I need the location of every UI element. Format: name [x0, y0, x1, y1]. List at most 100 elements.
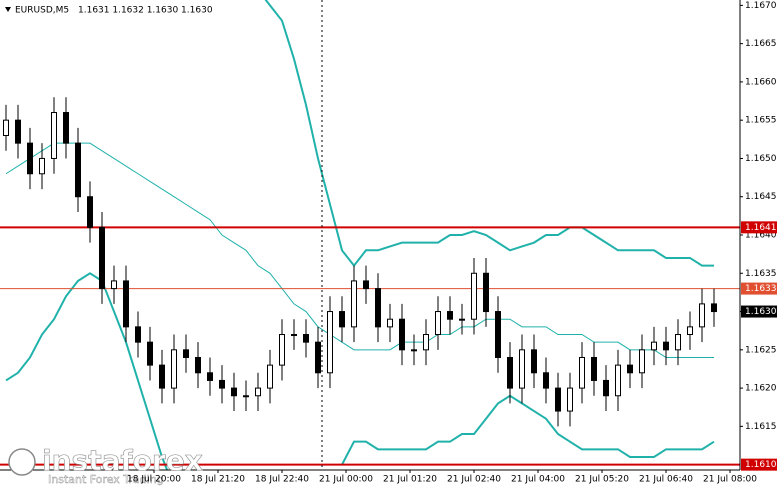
x-tick-label: 18 Jul 21:20	[191, 475, 245, 485]
candle-body	[459, 318, 465, 321]
candle-body	[591, 356, 597, 381]
candle-body	[171, 349, 177, 389]
candle-body	[147, 341, 153, 366]
candle-body	[699, 303, 705, 328]
candle-body	[195, 356, 201, 374]
candle-body	[495, 311, 501, 358]
candle-body	[351, 280, 357, 328]
level-label: 1.1641	[745, 223, 777, 233]
candle-body	[303, 334, 309, 343]
level-label-box	[741, 221, 777, 234]
symbol-arrow	[5, 7, 11, 12]
watermark-logo	[8, 448, 36, 476]
y-tick-label: 1.1625	[745, 345, 777, 355]
level-label-box	[741, 282, 777, 295]
candle-body	[675, 334, 681, 351]
y-tick-label: 1.1670	[745, 1, 777, 11]
candle-body	[339, 311, 345, 328]
candle-body	[123, 280, 129, 328]
candle-body	[375, 288, 381, 328]
level-label: 1.1633	[745, 284, 777, 294]
band-line	[5, 272, 715, 470]
candle-body	[615, 364, 621, 397]
watermark: instaforex Instant Forex Trading	[8, 444, 203, 486]
candle-body	[387, 318, 393, 328]
candle-body	[231, 387, 237, 397]
candle-body	[255, 387, 261, 397]
candle-body	[663, 341, 669, 351]
candle-body	[63, 112, 69, 144]
y-tick-label: 1.1650	[745, 154, 777, 164]
candle-body	[471, 272, 477, 320]
x-tick-label: 21 Jul 04:00	[511, 475, 565, 485]
candle-body	[531, 349, 537, 374]
price-label: 1.1630	[745, 307, 777, 317]
candle-body	[51, 112, 57, 159]
x-tick-label: 18 Jul 20:00	[127, 475, 181, 485]
candle-body	[555, 387, 561, 412]
candle-body	[639, 349, 645, 374]
level-label: 1.1610	[745, 460, 777, 470]
x-tick-label: 21 Jul 00:00	[319, 475, 373, 485]
x-tick-label: 21 Jul 08:00	[703, 475, 757, 485]
band-line	[5, 142, 714, 358]
ohlc-label: 1.1631 1.1632 1.1630 1.1630	[78, 6, 213, 16]
band-line	[264, 0, 714, 268]
candle-body	[99, 226, 105, 290]
candle-body	[291, 334, 297, 337]
candle-body	[711, 303, 717, 313]
candle-body	[687, 326, 693, 336]
candle-body	[603, 379, 609, 397]
y-tick-label: 1.1640	[745, 231, 777, 241]
candle-body	[135, 326, 141, 343]
candle-body	[315, 341, 321, 374]
candle-body	[159, 364, 165, 389]
y-tick-label: 1.1620	[745, 384, 777, 394]
candle-body	[15, 119, 21, 144]
y-tick-label: 1.1645	[745, 192, 777, 202]
x-tick-label: 21 Jul 05:20	[575, 475, 629, 485]
candle-body	[651, 341, 657, 351]
candle-body	[507, 356, 513, 389]
candle-body	[75, 142, 81, 198]
y-tick-label: 1.1635	[745, 269, 777, 279]
candle-body	[243, 395, 249, 398]
candle-body	[411, 349, 417, 352]
y-tick-label: 1.1665	[745, 39, 777, 49]
watermark-subtext: Instant Forex Trading	[48, 473, 164, 486]
candle-body	[39, 157, 45, 175]
y-tick-label: 1.1660	[745, 77, 777, 87]
candle-body	[399, 318, 405, 351]
level-label-box	[741, 458, 777, 471]
price-label-box	[741, 305, 777, 318]
candle-body	[327, 311, 333, 374]
plot-area	[0, 0, 740, 470]
candle-body	[267, 364, 273, 389]
x-tick-label: 18 Jul 22:40	[255, 475, 309, 485]
x-tick-label: 21 Jul 06:40	[639, 475, 693, 485]
candle-body	[363, 280, 369, 290]
candle-body	[567, 387, 573, 412]
candle-body	[423, 334, 429, 351]
candle-body	[447, 311, 453, 320]
candle-body	[207, 372, 213, 381]
candle-body	[627, 364, 633, 374]
x-tick-label: 21 Jul 01:20	[383, 475, 437, 485]
symbol-label: EURUSD,M5	[15, 6, 69, 16]
candle-body	[183, 349, 189, 358]
candle-body	[219, 379, 225, 389]
candle-body	[3, 119, 9, 136]
watermark-text: instaforex	[42, 444, 203, 477]
x-tick-label: 21 Jul 02:40	[447, 475, 501, 485]
candle-body	[87, 196, 93, 228]
candle-body	[111, 280, 117, 290]
candle-body	[27, 142, 33, 175]
candle-body	[435, 311, 441, 336]
candle-body	[279, 334, 285, 366]
candle-body	[543, 372, 549, 389]
candle-body	[579, 356, 585, 389]
y-tick-label: 1.1615	[745, 422, 777, 432]
candle-body	[519, 349, 525, 389]
